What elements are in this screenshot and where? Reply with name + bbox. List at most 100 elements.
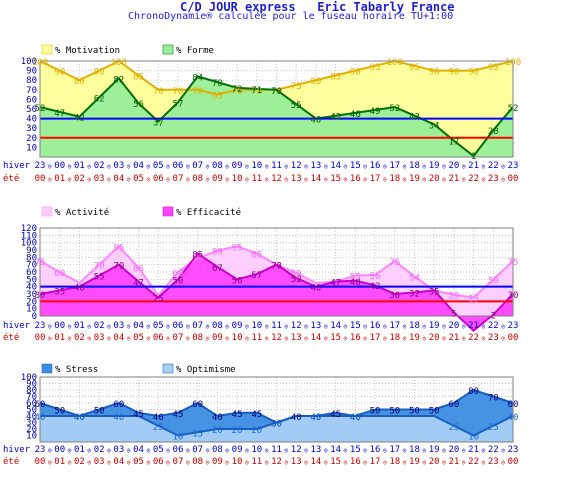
- hour-ete-tick: 14: [310, 174, 321, 184]
- hour-sep-icon: ◎: [423, 163, 427, 170]
- hour-hiver-tick: 08: [212, 161, 223, 171]
- hour-ete-tick: 22: [468, 457, 479, 467]
- data-label: 45: [133, 410, 144, 420]
- data-label: 100: [32, 58, 48, 68]
- hour-ete-tick: 19: [409, 174, 420, 184]
- data-label: 67: [212, 264, 223, 274]
- y-tick-label: 20: [26, 425, 37, 435]
- hour-sep-icon: ◎: [265, 459, 269, 466]
- y-tick-label: 0: [32, 312, 37, 322]
- hour-sep-icon: ◎: [403, 447, 407, 454]
- hour-ete-tick: 00: [35, 457, 46, 467]
- hour-sep-icon: ◎: [107, 459, 111, 466]
- hour-ete-tick: 00: [508, 174, 519, 184]
- hour-sep-icon: ◎: [147, 459, 151, 466]
- hour-ete-tick: 10: [232, 333, 243, 343]
- data-label: 70: [94, 262, 105, 272]
- hour-sep-icon: ◎: [462, 176, 466, 183]
- hour-hiver-tick: 00: [54, 321, 65, 331]
- hour-sep-icon: ◎: [363, 176, 367, 183]
- data-label: 75: [291, 82, 302, 92]
- y-tick-label: 20: [26, 134, 37, 144]
- data-label: 80: [310, 77, 321, 87]
- y-tick-label: 10: [26, 432, 37, 442]
- hour-sep-icon: ◎: [87, 323, 91, 330]
- legend-label: % Stress: [55, 365, 98, 375]
- hour-sep-icon: ◎: [363, 323, 367, 330]
- hour-ete-tick: 17: [370, 457, 381, 467]
- data-label: 50: [429, 407, 440, 417]
- hour-sep-icon: ◎: [383, 459, 387, 466]
- hour-sep-icon: ◎: [147, 447, 151, 454]
- hour-ete-tick: 03: [94, 174, 105, 184]
- y-tick-label: 50: [26, 406, 37, 416]
- y-tick-label: 30: [26, 124, 37, 134]
- data-label: 70: [271, 87, 282, 97]
- legend-swatch: [41, 206, 53, 217]
- hour-hiver-tick: 03: [113, 161, 124, 171]
- data-label: 82: [113, 75, 124, 85]
- hour-ete-tick: 12: [271, 174, 282, 184]
- hour-sep-icon: ◎: [245, 323, 249, 330]
- data-label: 90: [54, 68, 65, 78]
- hour-hiver-tick: 16: [370, 321, 381, 331]
- data-label: 10: [173, 433, 184, 443]
- hour-sep-icon: ◎: [265, 335, 269, 342]
- hour-ete-tick: 12: [271, 333, 282, 343]
- data-label: 70: [271, 262, 282, 272]
- data-label: 43: [409, 113, 420, 123]
- data-label: 85: [192, 251, 203, 261]
- hour-ete-tick: 07: [173, 457, 184, 467]
- data-label: 84: [192, 73, 203, 83]
- hour-hiver-tick: 06: [173, 321, 184, 331]
- hour-ete-tick: 09: [212, 457, 223, 467]
- hour-hiver-tick: 23: [35, 321, 46, 331]
- hour-ete-tick: 05: [133, 174, 144, 184]
- data-label: 70: [153, 87, 164, 97]
- hour-sep-icon: ◎: [482, 459, 486, 466]
- hour-hiver-tick: 14: [330, 161, 341, 171]
- hour-ete-tick: 19: [409, 333, 420, 343]
- data-label: 25: [153, 295, 164, 305]
- hour-sep-icon: ◎: [186, 459, 190, 466]
- data-label: 90: [468, 68, 479, 78]
- hour-sep-icon: ◎: [363, 447, 367, 454]
- data-label: 70: [271, 87, 282, 97]
- data-label: 30: [389, 291, 400, 301]
- hour-sep-icon: ◎: [127, 323, 131, 330]
- hour-sep-icon: ◎: [423, 459, 427, 466]
- hour-hiver-tick: 23: [35, 445, 46, 455]
- data-label: 47: [54, 109, 65, 119]
- y-tick-label: 50: [26, 275, 37, 285]
- hour-ete-tick: 18: [389, 333, 400, 343]
- hour-ete-tick: 18: [389, 174, 400, 184]
- data-label: 60: [448, 400, 459, 410]
- hour-ete-tick: 21: [448, 457, 459, 467]
- data-label: 70: [488, 394, 499, 404]
- data-label: 100: [505, 58, 521, 68]
- hour-hiver-tick: 12: [291, 161, 302, 171]
- hour-ete-tick: 11: [251, 333, 262, 343]
- hour-sep-icon: ◎: [442, 163, 446, 170]
- hour-sep-icon: ◎: [48, 447, 52, 454]
- hour-sep-icon: ◎: [482, 447, 486, 454]
- hour-ete-tick: 00: [35, 333, 46, 343]
- hour-ete-tick: 13: [291, 457, 302, 467]
- y-tick-label: 90: [26, 380, 37, 390]
- hour-ete-tick: 06: [153, 174, 164, 184]
- hour-sep-icon: ◎: [225, 335, 229, 342]
- hour-sep-icon: ◎: [68, 459, 72, 466]
- hour-sep-icon: ◎: [363, 163, 367, 170]
- data-label: 40: [74, 413, 85, 423]
- hour-sep-icon: ◎: [462, 335, 466, 342]
- data-label: 75: [271, 262, 282, 272]
- hour-sep-icon: ◎: [87, 176, 91, 183]
- data-label: 95: [113, 243, 124, 253]
- data-label: 75: [389, 258, 400, 268]
- hour-sep-icon: ◎: [482, 176, 486, 183]
- legend-swatch: [162, 206, 174, 217]
- hour-hiver-tick: 16: [370, 445, 381, 455]
- hour-ete-tick: 12: [271, 457, 282, 467]
- data-label: 95: [370, 63, 381, 73]
- hour-sep-icon: ◎: [324, 323, 328, 330]
